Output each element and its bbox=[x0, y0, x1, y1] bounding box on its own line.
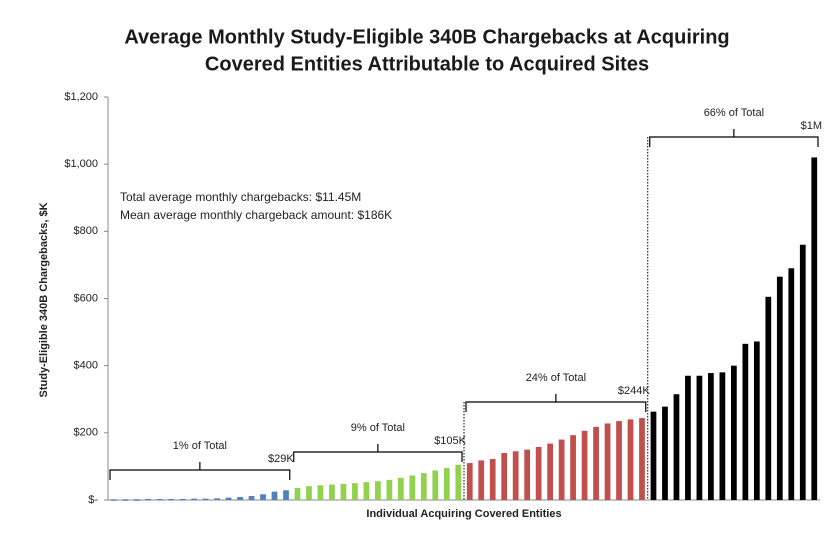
bar bbox=[168, 498, 175, 501]
bar bbox=[512, 451, 519, 500]
end-label: $244K bbox=[618, 385, 650, 397]
bar bbox=[306, 486, 312, 500]
bar bbox=[432, 470, 439, 500]
bar bbox=[110, 499, 117, 501]
bar bbox=[260, 494, 266, 500]
bar bbox=[719, 372, 726, 500]
bar bbox=[133, 499, 140, 501]
bar bbox=[639, 418, 645, 500]
bar bbox=[455, 464, 462, 500]
bar bbox=[248, 495, 255, 500]
bar bbox=[214, 498, 220, 500]
bar bbox=[225, 497, 232, 500]
bracket bbox=[465, 394, 647, 412]
bar bbox=[662, 406, 668, 500]
y-tick-label: $600 bbox=[74, 292, 98, 304]
bar bbox=[489, 459, 496, 500]
bar bbox=[627, 419, 634, 500]
bar bbox=[283, 490, 289, 500]
bar bbox=[397, 477, 404, 500]
bar bbox=[765, 296, 772, 500]
bar bbox=[811, 157, 818, 500]
bar bbox=[685, 375, 691, 500]
bar bbox=[191, 498, 197, 501]
y-tick-label: $800 bbox=[74, 225, 98, 237]
bar bbox=[156, 498, 163, 501]
bar bbox=[581, 430, 588, 500]
y-tick-label: $- bbox=[88, 494, 98, 506]
bracket bbox=[293, 444, 463, 462]
bar bbox=[593, 426, 599, 500]
annotation: Total average monthly chargebacks: $11.4… bbox=[120, 190, 361, 204]
bar bbox=[650, 411, 657, 500]
bar bbox=[742, 343, 749, 500]
bar bbox=[202, 498, 209, 501]
bar bbox=[329, 484, 335, 500]
bar bbox=[799, 244, 806, 500]
bar bbox=[375, 481, 381, 500]
y-tick-label: $400 bbox=[74, 360, 98, 372]
end-label: $1M bbox=[801, 120, 822, 132]
bar bbox=[535, 446, 542, 500]
bar bbox=[466, 463, 473, 500]
bracket-label: 66% of Total bbox=[704, 107, 764, 119]
bar bbox=[386, 479, 393, 500]
bar bbox=[443, 468, 450, 500]
bar bbox=[673, 394, 680, 500]
chart-title: Average Monthly Study-Eligible 340B Char… bbox=[124, 26, 729, 48]
bar bbox=[501, 452, 508, 500]
bar bbox=[271, 491, 278, 500]
bracket-label: 1% of Total bbox=[173, 440, 227, 452]
chart-title: Covered Entities Attributable to Acquire… bbox=[205, 53, 649, 75]
bar bbox=[731, 365, 737, 500]
bar bbox=[616, 421, 622, 500]
y-tick-label: $1,200 bbox=[64, 91, 98, 103]
bar bbox=[788, 268, 795, 500]
bar bbox=[237, 496, 243, 500]
bar bbox=[524, 449, 531, 500]
bracket-label: 24% of Total bbox=[526, 372, 586, 384]
bar bbox=[363, 482, 370, 500]
bar bbox=[753, 341, 760, 500]
bar bbox=[122, 499, 129, 501]
bar bbox=[547, 443, 553, 500]
bar bbox=[420, 473, 427, 500]
y-axis-label: Study-Eligible 340B Chargebacks, $K bbox=[38, 202, 50, 397]
bar bbox=[145, 498, 152, 501]
bracket-label: 9% of Total bbox=[351, 422, 405, 434]
end-label: $29K bbox=[268, 453, 294, 465]
bar bbox=[776, 276, 783, 500]
end-label: $105K bbox=[434, 435, 466, 447]
bar bbox=[317, 485, 324, 500]
bracket bbox=[649, 129, 819, 147]
bar bbox=[179, 498, 186, 501]
annotation: Mean average monthly chargeback amount: … bbox=[120, 208, 392, 222]
bar bbox=[696, 375, 703, 500]
y-tick-label: $200 bbox=[74, 427, 98, 439]
bar bbox=[708, 373, 714, 500]
bar bbox=[558, 439, 565, 500]
bar bbox=[352, 483, 358, 500]
bar bbox=[340, 483, 347, 500]
bar bbox=[570, 435, 576, 500]
bar bbox=[409, 475, 416, 500]
y-tick-label: $1,000 bbox=[64, 158, 98, 170]
bar bbox=[604, 423, 611, 500]
bar bbox=[294, 487, 301, 500]
bracket bbox=[109, 462, 291, 480]
x-axis-label: Individual Acquiring Covered Entities bbox=[366, 508, 561, 520]
bar bbox=[478, 460, 485, 500]
